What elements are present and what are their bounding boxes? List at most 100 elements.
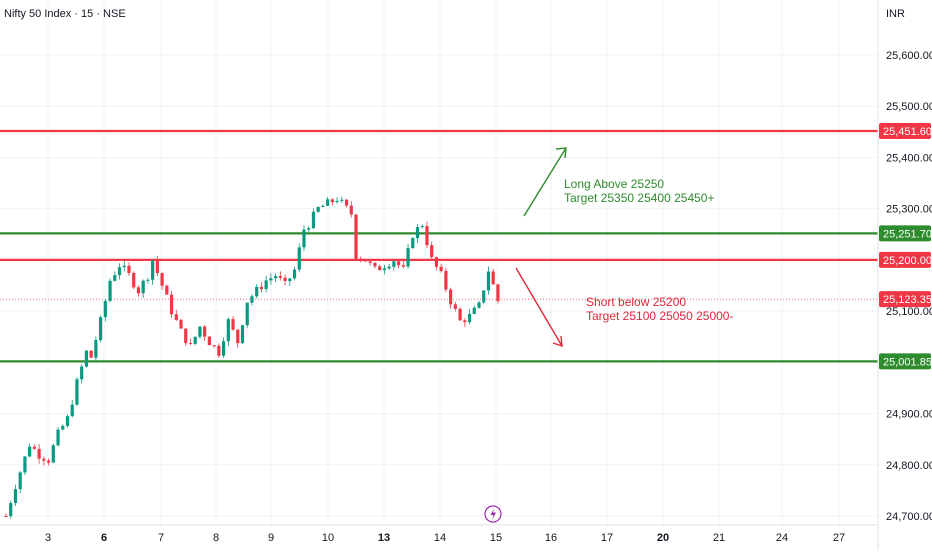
short-label: Short below 25200 bbox=[586, 295, 686, 309]
candle bbox=[387, 264, 391, 270]
time-axis[interactable]: 3 6 7 8 9 10 13 14 15 16 17 20 21 24 27 bbox=[45, 532, 845, 544]
candle bbox=[179, 319, 183, 329]
candle bbox=[51, 443, 55, 464]
candle bbox=[415, 224, 420, 244]
candle bbox=[354, 213, 358, 262]
svg-text:25,001.85: 25,001.85 bbox=[883, 356, 932, 368]
x-tick-label: 15 bbox=[490, 532, 502, 544]
candle bbox=[349, 201, 353, 218]
candle bbox=[373, 262, 377, 269]
candle bbox=[396, 260, 401, 269]
x-tick-label: 9 bbox=[268, 532, 274, 544]
candle bbox=[411, 237, 415, 249]
candle bbox=[32, 444, 36, 450]
level-label-3: 25,001.85 bbox=[879, 353, 932, 370]
candle bbox=[302, 225, 306, 252]
candle bbox=[37, 444, 41, 464]
candle bbox=[198, 326, 202, 339]
long-target-label: Target 25350 25400 25450+ bbox=[564, 191, 714, 205]
level-label-0: 25,451.60 bbox=[879, 123, 932, 140]
grid bbox=[0, 0, 878, 525]
candle bbox=[316, 206, 320, 213]
candle bbox=[340, 196, 344, 203]
candle bbox=[113, 271, 117, 282]
candle bbox=[307, 226, 311, 233]
y-tick-label: 24,700.00 bbox=[886, 511, 932, 523]
candle bbox=[472, 305, 476, 315]
candle bbox=[486, 266, 491, 295]
candle bbox=[221, 337, 226, 359]
candles bbox=[4, 196, 500, 519]
candle bbox=[18, 470, 22, 494]
candle bbox=[392, 260, 396, 271]
candle bbox=[217, 343, 221, 358]
candle bbox=[321, 204, 325, 208]
candle bbox=[165, 284, 169, 295]
candle bbox=[70, 399, 74, 418]
candle bbox=[401, 260, 405, 269]
candle bbox=[344, 198, 349, 208]
candle bbox=[188, 338, 193, 345]
candle bbox=[42, 456, 46, 466]
currency-label: INR bbox=[886, 8, 905, 20]
y-tick-label: 25,500.00 bbox=[886, 101, 932, 113]
event-marker[interactable] bbox=[484, 505, 502, 523]
lightning-icon bbox=[490, 508, 496, 520]
candle bbox=[23, 456, 27, 475]
level-label-2: 25,200.00 bbox=[879, 251, 932, 268]
y-tick-label: 24,800.00 bbox=[886, 460, 932, 472]
candle bbox=[449, 287, 453, 309]
candle bbox=[132, 271, 136, 290]
candle bbox=[240, 324, 245, 345]
candle bbox=[155, 255, 159, 277]
candle bbox=[335, 197, 339, 204]
x-tick-label: 17 bbox=[601, 532, 613, 544]
candle bbox=[160, 272, 164, 290]
candle bbox=[326, 196, 330, 207]
x-tick-label: 13 bbox=[378, 532, 390, 544]
long-label: Long Above 25250 bbox=[564, 177, 664, 191]
candle bbox=[458, 306, 462, 321]
candle bbox=[378, 264, 382, 271]
candle bbox=[108, 278, 112, 303]
svg-text:25,200.00: 25,200.00 bbox=[883, 255, 932, 267]
candle bbox=[212, 344, 216, 348]
candle bbox=[169, 291, 174, 318]
candle bbox=[434, 256, 439, 271]
candle bbox=[363, 259, 368, 262]
level-label-1: 25,251.70 bbox=[879, 225, 932, 242]
candle bbox=[453, 301, 457, 312]
candle bbox=[13, 484, 18, 507]
candle bbox=[430, 241, 434, 259]
candle bbox=[439, 263, 443, 273]
candle bbox=[193, 336, 197, 346]
candle bbox=[359, 256, 363, 263]
candle bbox=[117, 263, 122, 280]
candle bbox=[231, 315, 235, 331]
candle bbox=[264, 275, 268, 293]
candle bbox=[4, 513, 8, 517]
candle bbox=[491, 268, 495, 285]
svg-text:25,251.70: 25,251.70 bbox=[883, 228, 932, 240]
candle bbox=[146, 277, 150, 284]
candle bbox=[174, 309, 178, 322]
candle bbox=[382, 264, 386, 275]
candle bbox=[255, 284, 259, 299]
candle bbox=[103, 298, 107, 322]
candle bbox=[274, 273, 278, 282]
price-axis[interactable]: 25,600.00 25,500.00 25,400.00 25,300.00 25,1… bbox=[886, 50, 932, 523]
levels bbox=[0, 129, 878, 363]
x-tick-label: 21 bbox=[713, 532, 725, 544]
candle bbox=[463, 318, 467, 327]
x-tick-label: 16 bbox=[545, 532, 557, 544]
candle bbox=[292, 266, 297, 281]
long-arrow-head bbox=[555, 147, 567, 159]
x-tick-label: 27 bbox=[833, 532, 845, 544]
x-tick-label: 14 bbox=[434, 532, 446, 544]
candle bbox=[46, 458, 51, 466]
x-tick-label: 20 bbox=[657, 532, 669, 544]
candle bbox=[141, 279, 145, 299]
candle bbox=[236, 329, 240, 348]
